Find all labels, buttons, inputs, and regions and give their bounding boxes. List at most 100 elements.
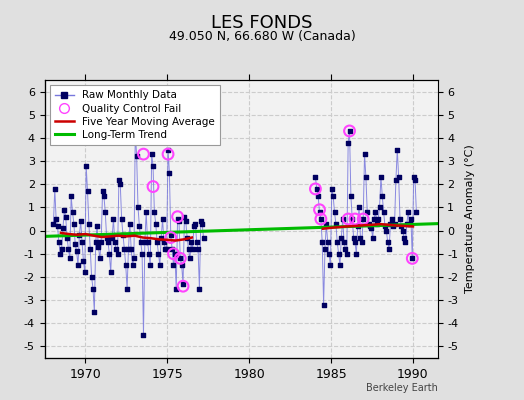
Point [139, 151, 148, 157]
Point [396, 216, 404, 222]
Point [123, 285, 132, 292]
Point [176, 255, 184, 262]
Point [60, 206, 69, 213]
Point [343, 250, 351, 257]
Point [370, 216, 378, 222]
Point [75, 232, 83, 238]
Point [54, 239, 63, 245]
Point [130, 255, 138, 262]
Point [83, 188, 92, 194]
Point [127, 246, 135, 252]
Point [131, 128, 139, 134]
Point [162, 246, 171, 252]
Point [401, 239, 410, 245]
Point [194, 246, 202, 252]
Point [85, 220, 93, 227]
Point [56, 250, 64, 257]
Point [112, 246, 121, 252]
Point [103, 234, 111, 241]
Point [135, 223, 144, 229]
Point [51, 186, 59, 192]
Point [180, 214, 189, 220]
Point [192, 239, 201, 245]
Point [165, 170, 173, 176]
Point [61, 214, 70, 220]
Point [167, 234, 175, 241]
Point [406, 220, 414, 227]
Point [408, 255, 417, 262]
Point [341, 246, 350, 252]
Point [63, 234, 71, 241]
Point [116, 181, 125, 188]
Point [323, 239, 332, 245]
Point [195, 285, 204, 292]
Point [179, 281, 187, 287]
Point [72, 248, 81, 255]
Point [372, 209, 380, 215]
Point [113, 250, 122, 257]
Point [190, 223, 198, 229]
Point [311, 186, 320, 192]
Point [340, 239, 348, 245]
Point [355, 204, 363, 211]
Point [97, 239, 105, 245]
Point [316, 216, 325, 222]
Point [140, 239, 149, 245]
Point [156, 262, 164, 268]
Point [354, 223, 362, 229]
Point [168, 246, 177, 252]
Point [106, 269, 115, 276]
Point [183, 234, 191, 241]
Point [366, 223, 374, 229]
Point [93, 223, 101, 229]
Point [411, 176, 419, 183]
Point [100, 193, 108, 199]
Point [388, 216, 396, 222]
Legend: Raw Monthly Data, Quality Control Fail, Five Year Moving Average, Long-Term Tren: Raw Monthly Data, Quality Control Fail, … [50, 85, 220, 145]
Y-axis label: Temperature Anomaly (°C): Temperature Anomaly (°C) [465, 145, 475, 293]
Point [67, 193, 75, 199]
Point [377, 174, 385, 180]
Point [333, 239, 342, 245]
Point [407, 216, 415, 222]
Point [160, 239, 168, 245]
Point [173, 214, 182, 220]
Point [384, 239, 392, 245]
Point [53, 223, 62, 229]
Point [348, 216, 356, 222]
Point [88, 274, 96, 280]
Point [344, 216, 352, 222]
Text: LES FONDS: LES FONDS [211, 14, 313, 32]
Point [52, 216, 60, 222]
Point [408, 255, 417, 262]
Point [198, 220, 206, 227]
Point [64, 246, 73, 252]
Point [164, 146, 172, 153]
Point [395, 174, 403, 180]
Point [351, 239, 359, 245]
Point [149, 162, 157, 169]
Point [378, 193, 387, 199]
Point [68, 209, 77, 215]
Point [157, 234, 166, 241]
Point [120, 246, 128, 252]
Point [311, 174, 320, 180]
Point [172, 285, 180, 292]
Point [147, 151, 156, 157]
Point [400, 234, 408, 241]
Point [173, 216, 182, 222]
Point [191, 220, 200, 227]
Point [86, 246, 94, 252]
Point [66, 255, 74, 262]
Point [151, 220, 160, 227]
Point [90, 308, 99, 315]
Point [199, 234, 208, 241]
Point [330, 209, 339, 215]
Point [402, 220, 411, 227]
Point [368, 234, 377, 241]
Point [182, 218, 190, 224]
Point [179, 283, 187, 289]
Point [334, 250, 343, 257]
Point [352, 250, 361, 257]
Point [314, 193, 322, 199]
